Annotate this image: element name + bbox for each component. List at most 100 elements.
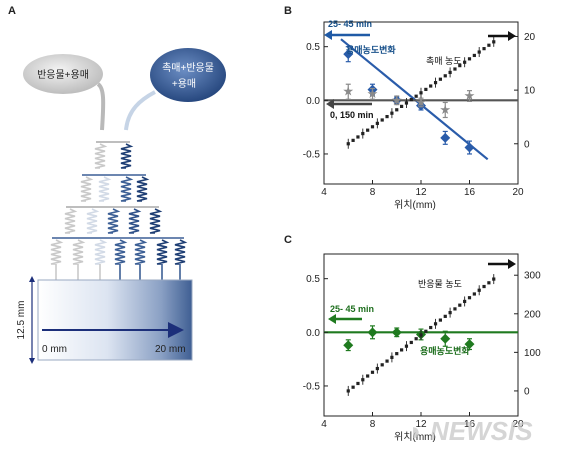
profile-point: [482, 284, 486, 289]
panel-b-time-label-2: 0, 150 min: [330, 110, 374, 120]
panel-c-axes: 4 8 12 16 20 위치(mm) 0.5 0.0 -0.5 300 200 100 0: [303, 271, 541, 443]
profile-point: [390, 111, 394, 115]
data-point-solvent_0_150: ★: [367, 86, 379, 101]
data-point-solvent_0_150: ★: [464, 88, 476, 103]
profile-point: [453, 307, 457, 311]
profile-point: [448, 70, 452, 75]
profile-point: [424, 87, 428, 92]
profile-point: [409, 98, 413, 102]
profile-point: [424, 329, 428, 333]
x-tick-label: 20: [512, 419, 524, 430]
profile-point: [433, 81, 438, 85]
profile-point: [487, 43, 491, 47]
panel-a-letter: A: [8, 5, 16, 17]
panel-c-solvent-label: 용매농도변화: [420, 345, 470, 356]
panel-c-reactant-label: 반응물 농도: [418, 279, 462, 289]
profile-point: [351, 138, 355, 142]
profile-point: [463, 60, 467, 64]
profile-point: [370, 125, 375, 129]
profile-point: [366, 374, 370, 378]
y-right-tick-label: 0: [524, 386, 530, 397]
panel-b: B ★ ★ ★ ★ ★ ★ 4 8 12 16 20 위치(mm) 0.5 0.0 -0.5 20 10 0 2…: [284, 5, 536, 211]
mixing-channel: [86, 208, 100, 234]
left-inlet-tube: [96, 82, 106, 131]
panel-c-black-arrowhead: [508, 259, 516, 269]
panel-b-letter: B: [284, 5, 292, 17]
mixing-channel: [120, 143, 134, 169]
x-tick-label: 8: [370, 419, 376, 430]
mixing-channel: [107, 208, 121, 234]
mixing-channel: [72, 239, 86, 265]
profile-point: [375, 366, 379, 371]
data-point-solvent_25_45: [440, 132, 451, 143]
panel-b-gray-arrowhead: [326, 99, 334, 109]
profile-point: [361, 131, 365, 136]
y-left-tick-label: 0.5: [306, 42, 320, 53]
profile-point: [438, 318, 442, 322]
profile-point: [458, 303, 462, 307]
data-point-solvent_25_45: [343, 49, 354, 60]
height-label: 12.5 mm: [16, 301, 27, 340]
panel-b-axes: 4 8 12 16 20 위치(mm) 0.5 0.0 -0.5 20 10 0: [303, 32, 536, 211]
profile-point: [458, 64, 462, 68]
profile-point: [400, 104, 404, 108]
x-axis-label: 위치(mm): [394, 430, 436, 443]
profile-point: [419, 91, 423, 95]
end-label: 20 mm: [155, 344, 186, 355]
data-point-solvent: [391, 327, 402, 338]
data-point-solvent_0_150: ★: [439, 102, 451, 117]
right-inlet-blob: [150, 48, 226, 102]
profile-point: [385, 359, 389, 363]
height-arrow-top: [29, 276, 35, 282]
profile-point: [395, 352, 399, 356]
data-point-solvent: [367, 327, 378, 338]
profile-point: [380, 118, 384, 122]
mixing-channel: [156, 239, 170, 265]
right-inlet-label-1: 촉매+반응물: [162, 62, 214, 74]
y-left-tick-label: 0.0: [306, 96, 320, 107]
mixing-network: [50, 141, 188, 280]
profile-point: [492, 40, 496, 44]
panel-b-marks: ★ ★ ★ ★ ★ ★: [324, 36, 518, 161]
x-tick-label: 12: [415, 187, 427, 198]
y-right-tick-label: 300: [524, 271, 541, 282]
mixing-channel: [50, 239, 64, 265]
panel-c-marks: [324, 274, 518, 396]
mixing-channel: [134, 239, 148, 265]
mixing-channel: [94, 239, 108, 265]
panel-b-solvent-label: 용매농도변화: [346, 44, 396, 55]
profile-point: [429, 325, 433, 330]
y-right-tick-label: 200: [524, 309, 541, 320]
panel-b-blue-arrowhead: [324, 30, 332, 40]
data-point-solvent: [440, 333, 451, 344]
y-left-tick-label: 0.5: [306, 274, 320, 285]
profile-point: [395, 108, 399, 112]
profile-point: [351, 385, 355, 389]
y-right-tick-label: 0: [524, 139, 530, 150]
mixing-channel: [80, 176, 94, 202]
profile-point: [472, 292, 476, 296]
right-inlet-tube: [124, 90, 156, 131]
x-tick-label: 4: [321, 419, 327, 430]
profile-point: [429, 84, 433, 88]
profile-point: [385, 114, 389, 119]
profile-point: [487, 281, 491, 285]
data-point-solvent_0_150: ★: [415, 94, 427, 109]
profile-point: [409, 340, 413, 345]
gradient-chamber: [37, 279, 193, 361]
mixing-channel: [149, 208, 163, 234]
x-tick-label: 16: [464, 187, 476, 198]
profile-point: [380, 363, 384, 367]
profile-point: [404, 344, 409, 348]
y-right-tick-label: 10: [524, 86, 536, 97]
profile-point: [438, 77, 442, 81]
watermark-text: NEWSIS: [430, 416, 533, 446]
data-point-solvent_25_45: [464, 142, 475, 153]
profile-point: [366, 128, 370, 132]
profile-point: [453, 67, 457, 71]
profile-point: [390, 355, 394, 359]
profile-point: [346, 142, 350, 146]
profile-point: [467, 296, 472, 300]
profile-point: [477, 288, 481, 292]
panel-c-green-arrowhead: [328, 314, 336, 324]
